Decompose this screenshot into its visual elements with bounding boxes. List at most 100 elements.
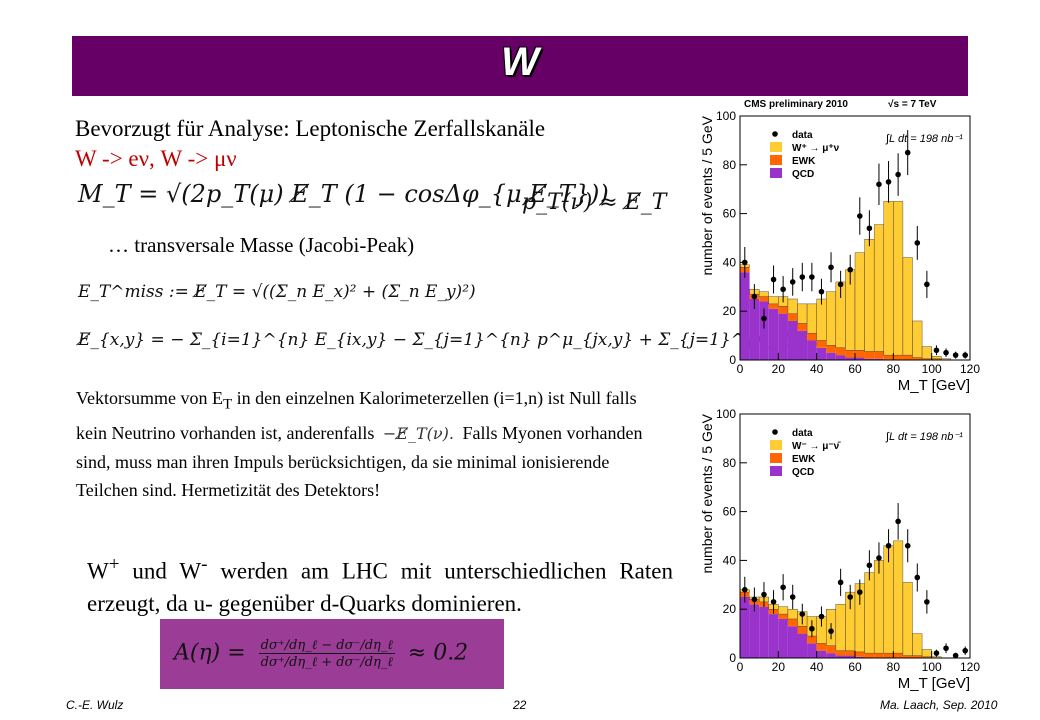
ewk-bar bbox=[864, 653, 875, 658]
x-tick-label: 80 bbox=[887, 660, 901, 674]
data-point bbox=[943, 645, 949, 652]
y-tick-label: 80 bbox=[723, 456, 737, 470]
x-axis-label: M_T [GeV] bbox=[898, 377, 970, 394]
ewk-bar bbox=[874, 653, 884, 658]
qcd-bar bbox=[740, 597, 750, 658]
plot-header: CMS preliminary 2010 bbox=[744, 99, 848, 110]
x-tick-label: 40 bbox=[810, 362, 824, 376]
data-point bbox=[914, 574, 921, 581]
legend-label: W⁻ → μ⁻ν̄ bbox=[792, 441, 841, 452]
data-point bbox=[770, 599, 777, 605]
legend-label: EWK bbox=[792, 454, 816, 465]
x-tick-label: 60 bbox=[848, 362, 862, 376]
data-point bbox=[952, 352, 959, 358]
missing-exy-formula: E̸_{x,y} = − Σ_{i=1}^{n} E_{ix,y} − Σ_{j… bbox=[78, 330, 881, 350]
transverse-mass-formula: M_T = √(2p_T(μ) E̸_T (1 − cosΔφ_{μ,E̸_T}… bbox=[78, 180, 609, 208]
data-point bbox=[962, 352, 969, 358]
ewk-bar bbox=[864, 351, 875, 359]
x-tick-label: 80 bbox=[887, 362, 901, 376]
qcd-bar bbox=[797, 330, 808, 360]
data-point bbox=[837, 281, 844, 288]
ewk-bar bbox=[893, 355, 903, 360]
data-point bbox=[761, 591, 767, 598]
w-signal-bar bbox=[768, 296, 779, 305]
ewk-bar bbox=[883, 355, 894, 360]
y-tick-label: 0 bbox=[729, 353, 736, 367]
charge-rates-paragraph: W+ und W- werden am LHC mit unterschiedl… bbox=[87, 549, 673, 620]
x-tick-label: 20 bbox=[772, 362, 786, 376]
y-axis-label: number of events / 5 GeV bbox=[699, 413, 715, 573]
footer-author: C.-E. Wulz bbox=[66, 698, 124, 712]
y-tick-label: 100 bbox=[716, 407, 736, 421]
data-point bbox=[847, 594, 854, 600]
data-point bbox=[904, 542, 911, 549]
ewk-bar bbox=[845, 350, 855, 358]
qcd-bar bbox=[768, 614, 779, 658]
y-axis-label: number of events / 5 GeV bbox=[699, 115, 715, 275]
qcd-bar bbox=[835, 355, 846, 360]
data-point bbox=[770, 276, 777, 283]
ewk-bar bbox=[902, 355, 913, 360]
data-point bbox=[847, 266, 854, 273]
data-point bbox=[914, 240, 921, 246]
w-signal-bar bbox=[826, 291, 837, 346]
rates-minus: - bbox=[201, 554, 208, 575]
legend-label: EWK bbox=[792, 156, 816, 167]
w-signal-bar bbox=[902, 257, 913, 356]
qcd-bar bbox=[807, 643, 817, 658]
qcd-bar bbox=[845, 357, 855, 360]
footer-page-number: 22 bbox=[513, 698, 527, 712]
ewk-bar bbox=[797, 323, 808, 331]
ewk-bar bbox=[855, 651, 865, 657]
y-tick-label: 20 bbox=[723, 304, 737, 318]
data-point bbox=[876, 181, 882, 188]
data-point bbox=[924, 281, 930, 288]
rates-plus: + bbox=[108, 554, 120, 575]
w-signal-bar bbox=[893, 540, 904, 654]
data-point bbox=[789, 279, 796, 285]
legend-label: QCD bbox=[792, 467, 814, 478]
qcd-bar bbox=[749, 299, 760, 360]
asym-numerator: dσ⁺/dη_ℓ − dσ⁻/dη_ℓ bbox=[258, 638, 395, 654]
neutrino-pt-formula: p_T(ν) ≈ E̸_T bbox=[522, 190, 667, 215]
w-signal-bar bbox=[758, 291, 769, 297]
data-point bbox=[809, 274, 815, 280]
data-point bbox=[828, 628, 834, 634]
w-signal-bar bbox=[816, 298, 827, 341]
w-signal-bar bbox=[912, 633, 923, 656]
y-tick-label: 100 bbox=[716, 109, 736, 123]
ewk-bar bbox=[835, 347, 846, 356]
w-signal-bar bbox=[787, 298, 798, 314]
legend-swatch bbox=[770, 155, 782, 165]
data-point bbox=[866, 225, 873, 232]
w-signal-bar bbox=[854, 252, 865, 351]
y-tick-label: 20 bbox=[723, 602, 737, 616]
data-point bbox=[933, 347, 940, 354]
ewk-bar bbox=[922, 358, 932, 360]
legend-data-marker bbox=[772, 429, 778, 435]
x-tick-label: 0 bbox=[737, 362, 744, 376]
ewk-bar bbox=[835, 650, 846, 656]
data-point bbox=[780, 286, 786, 293]
w-signal-bar bbox=[883, 201, 894, 356]
qcd-bar bbox=[778, 618, 788, 658]
data-point bbox=[952, 652, 959, 659]
qcd-bar bbox=[845, 655, 855, 658]
x-axis-label: M_T [GeV] bbox=[898, 675, 970, 692]
data-point bbox=[809, 625, 815, 632]
ewk-bar bbox=[922, 656, 932, 658]
qcd-bar bbox=[787, 320, 798, 360]
w-signal-bar bbox=[873, 224, 884, 352]
qcd-bar bbox=[855, 357, 865, 360]
data-point bbox=[761, 315, 767, 322]
ewk-bar bbox=[826, 645, 836, 654]
w-signal-bar bbox=[864, 572, 875, 654]
ewk-bar bbox=[778, 306, 788, 314]
para-sub-t: T bbox=[222, 396, 233, 413]
w-signal-bar bbox=[835, 604, 846, 651]
data-point bbox=[780, 584, 786, 591]
y-tick-label: 40 bbox=[723, 553, 737, 567]
ewk-bar bbox=[816, 643, 827, 651]
ewk-bar bbox=[893, 653, 903, 658]
